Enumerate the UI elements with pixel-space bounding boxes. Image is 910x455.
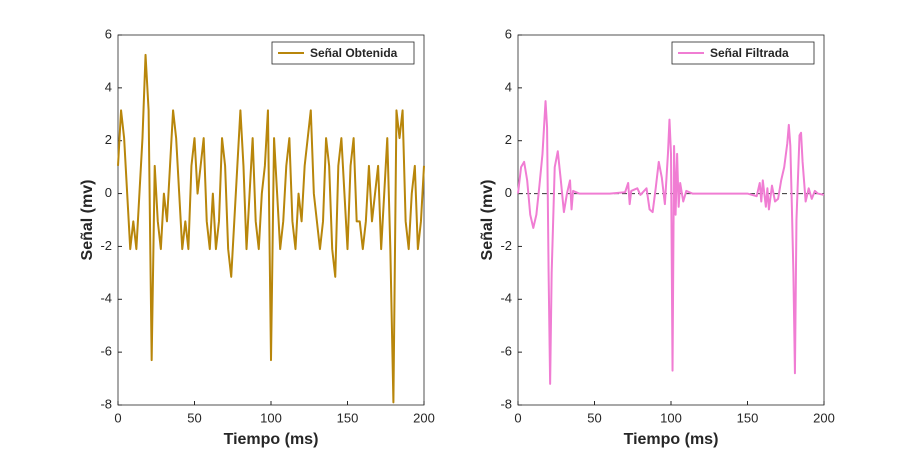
x-axis-label: Tiempo (ms) bbox=[224, 431, 319, 448]
y-axis-label: Señal (mv) bbox=[79, 180, 96, 261]
y-tick-label: -2 bbox=[100, 238, 112, 253]
x-tick-label: 150 bbox=[337, 410, 359, 425]
y-tick-label: 6 bbox=[505, 26, 512, 41]
y-tick-label: -6 bbox=[500, 344, 512, 359]
x-tick-label: 0 bbox=[114, 410, 121, 425]
legend-box bbox=[271, 41, 415, 65]
y-axis-label: Señal (mv) bbox=[479, 180, 496, 261]
x-tick-label: 50 bbox=[587, 410, 601, 425]
x-tick-label: 150 bbox=[737, 410, 759, 425]
y-tick-label: -4 bbox=[500, 291, 512, 306]
legend-label: Señal Filtrada bbox=[710, 46, 789, 60]
x-tick-label: 200 bbox=[413, 410, 435, 425]
y-tick-label: 6 bbox=[105, 26, 112, 41]
series-line bbox=[517, 100, 825, 385]
legend-label: Señal Obtenida bbox=[310, 46, 398, 60]
series-line bbox=[117, 53, 425, 404]
x-axis-label: Tiempo (ms) bbox=[624, 431, 719, 448]
y-tick-label: 0 bbox=[105, 185, 112, 200]
y-tick-label: -4 bbox=[100, 291, 112, 306]
y-tick-label: 2 bbox=[505, 132, 512, 147]
y-tick-label: -8 bbox=[100, 396, 112, 411]
y-tick-label: 4 bbox=[505, 79, 512, 94]
y-tick-label: 4 bbox=[105, 79, 112, 94]
x-tick-label: 200 bbox=[813, 410, 835, 425]
y-tick-label: 0 bbox=[505, 185, 512, 200]
x-tick-label: 50 bbox=[187, 410, 201, 425]
y-tick-label: -8 bbox=[500, 396, 512, 411]
x-tick-label: 100 bbox=[260, 410, 282, 425]
legend-box bbox=[671, 41, 815, 65]
x-tick-label: 0 bbox=[514, 410, 521, 425]
x-tick-label: 100 bbox=[660, 410, 682, 425]
y-tick-label: 2 bbox=[105, 132, 112, 147]
y-tick-label: -6 bbox=[100, 344, 112, 359]
y-tick-label: -2 bbox=[500, 238, 512, 253]
